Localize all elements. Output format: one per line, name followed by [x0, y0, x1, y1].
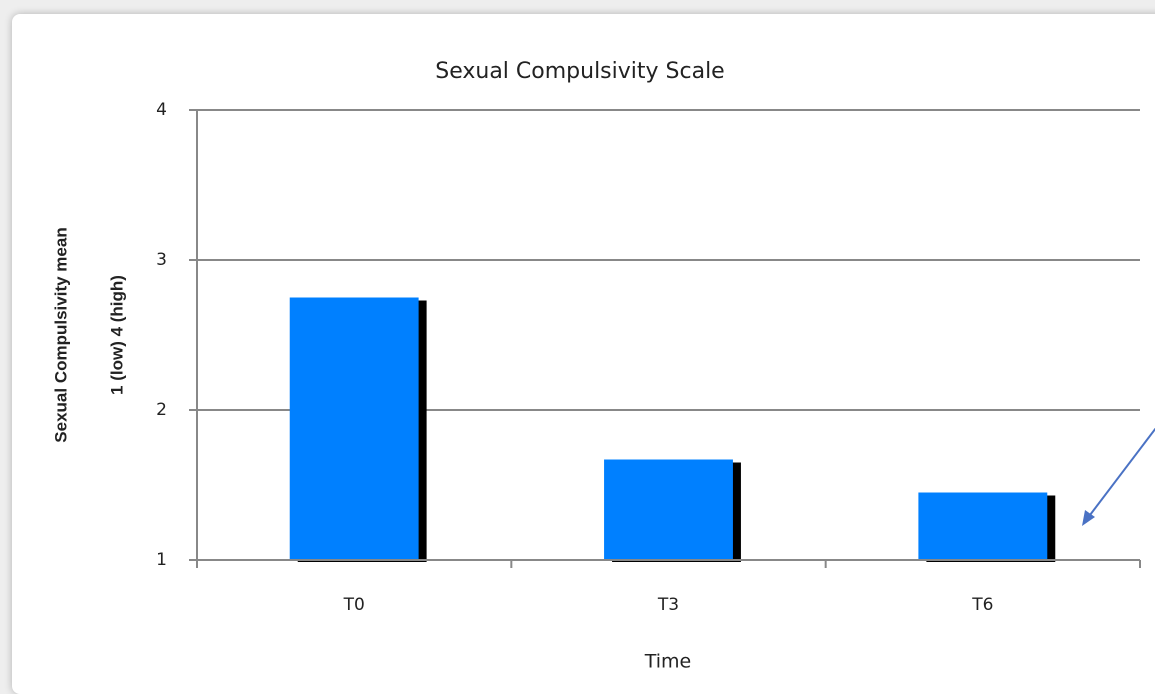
y-axis-label: 1 (low) 4 (high): [107, 275, 126, 395]
chart: Sexual Compulsivity Scale Time Sexual Co…: [51, 59, 1155, 673]
arrow: [1082, 427, 1155, 526]
page: {"chart_data": {"type": "bar", "title": …: [12, 14, 1155, 694]
x-tick-label: T6: [971, 595, 993, 615]
bar: [604, 459, 733, 560]
x-tick-label: T3: [657, 595, 679, 615]
chart-title: Sexual Compulsivity Scale: [435, 59, 724, 84]
y-tick-label: 3: [156, 250, 167, 270]
bar: [918, 492, 1048, 560]
x-tick-label: T0: [343, 595, 365, 615]
bar: [289, 297, 419, 560]
panel: [12, 14, 1155, 694]
y-tick-label: 1: [156, 550, 167, 570]
y-tick-label: 2: [156, 400, 167, 420]
y-axis-label: Sexual Compulsivity mean: [51, 227, 70, 442]
y-tick-label: 4: [156, 100, 167, 120]
x-axis-label: Time: [644, 651, 692, 673]
